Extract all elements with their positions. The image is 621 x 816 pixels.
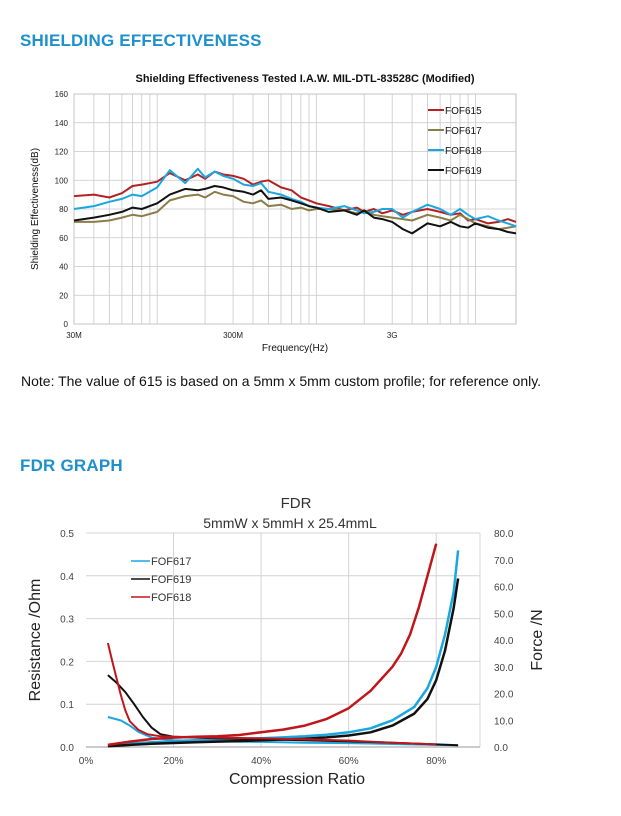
legend-label: FOF619 [151,574,191,586]
y-tick-label: 0.3 [60,615,74,626]
y2-tick-label: 60.0 [494,583,514,594]
shielding-effectiveness-chart: 0 20 40 60 80 100 120 140 160 30M 300M 3G Shielding … [30,73,517,354]
y-tick-label: 0.2 [60,657,74,668]
y2-tick-label: 80.0 [494,529,514,540]
legend-label: FOF617 [151,556,191,568]
reference-note: Note: The value of 615 is based on a 5mm… [21,373,542,389]
x-axis-label: Compression Ratio [229,771,365,788]
legend-label: FOF618 [445,146,482,157]
x-tick-label: 30M [66,331,82,340]
y2-tick-label: 20.0 [494,690,514,701]
x-tick-label: 300M [223,331,243,340]
y-tick-label: 120 [55,148,69,157]
y2-tick-label: 0.0 [494,743,508,754]
series-line-fof617 [74,190,517,231]
x-axis-label: Frequency(Hz) [262,343,328,354]
x-tick-label: 20% [164,756,184,767]
force-line-fof619 [107,578,460,748]
fdr-subtitle: 5mmW x 5mmH x 25.4mmL [203,515,377,531]
y-tick-label: 0.5 [60,529,74,540]
y-tick-label: 140 [55,119,69,128]
y2-tick-label: 10.0 [494,716,514,727]
force-line-fof618 [107,543,438,747]
shielding-effectiveness-heading: SHIELDING EFFECTIVENESS [20,31,262,50]
y-tick-label: 0.4 [60,572,74,583]
legend-label: FOF619 [445,166,482,177]
y-tick-label: 100 [55,176,69,185]
y-tick-label: 0.0 [60,743,74,754]
y-tick-label: 20 [59,291,68,300]
y-tick-label: 0 [64,320,69,329]
y2-tick-label: 30.0 [494,663,514,674]
x-tick-label: 60% [339,756,359,767]
legend-label: FOF617 [445,126,482,137]
y2-tick-label: 70.0 [494,556,514,567]
y-tick-label: 40 [59,263,68,272]
resistance-line-fof618 [106,642,437,746]
y2-tick-label: 50.0 [494,609,514,620]
series-line-fof619 [73,185,517,235]
y-tick-label: 0.1 [60,700,74,711]
y-tick-label: 160 [55,90,69,99]
y-axis-label: Resistance /Ohm [27,579,44,702]
x-tick-label: 40% [251,756,271,767]
x-tick-label: 80% [426,756,446,767]
legend-label: FOF618 [151,592,191,604]
y2-tick-label: 40.0 [494,636,514,647]
y2-axis-label: Force /N [529,609,546,670]
y-tick-label: 80 [59,205,68,214]
y-axis-label: Shielding Effectiveness(dB) [30,148,41,270]
resistance-line-fof619 [107,674,459,747]
fdr-graph-heading: FDR GRAPH [20,456,123,475]
chart-title: Shielding Effectiveness Tested I.A.W. MI… [135,73,474,85]
x-tick-label: 0% [79,756,94,767]
x-tick-label: 3G [387,331,398,340]
force-line-fof617 [107,550,460,747]
y-tick-label: 60 [59,234,68,243]
legend-label: FOF615 [445,106,482,117]
fdr-title: FDR [281,495,312,512]
